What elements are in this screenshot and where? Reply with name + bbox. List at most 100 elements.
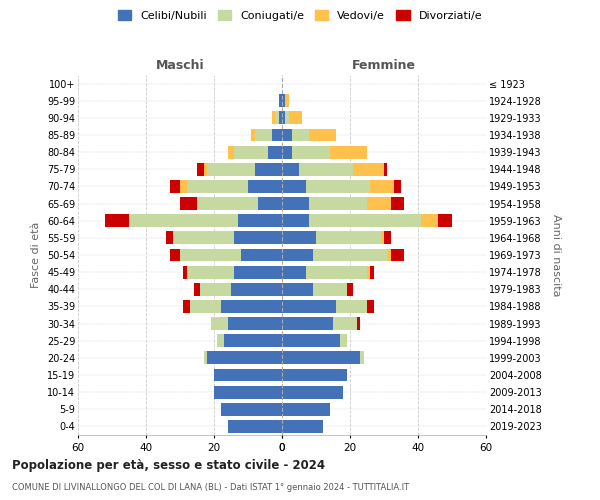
- Bar: [282, 163, 299, 175]
- Bar: [194, 283, 200, 296]
- Bar: [235, 266, 282, 278]
- Bar: [184, 266, 187, 278]
- Bar: [282, 386, 343, 398]
- Legend: Celibi/Nubili, Coniugati/e, Vedovi/e, Divorziati/e: Celibi/Nubili, Coniugati/e, Vedovi/e, Di…: [113, 6, 487, 25]
- Bar: [282, 112, 286, 124]
- Bar: [286, 94, 289, 107]
- Bar: [275, 112, 278, 124]
- Bar: [235, 146, 268, 158]
- Bar: [282, 334, 340, 347]
- Bar: [217, 334, 224, 347]
- Bar: [391, 197, 404, 210]
- Bar: [282, 128, 292, 141]
- Bar: [337, 300, 367, 313]
- Bar: [313, 248, 388, 262]
- Bar: [282, 197, 309, 210]
- Bar: [129, 214, 238, 227]
- Bar: [227, 146, 235, 158]
- Bar: [251, 128, 255, 141]
- Bar: [384, 232, 391, 244]
- Bar: [227, 317, 282, 330]
- Bar: [282, 283, 313, 296]
- Bar: [224, 334, 282, 347]
- Bar: [241, 248, 282, 262]
- Bar: [282, 266, 306, 278]
- Bar: [187, 266, 235, 278]
- Bar: [180, 180, 187, 193]
- Bar: [258, 197, 282, 210]
- Bar: [333, 317, 357, 330]
- Bar: [180, 248, 241, 262]
- Bar: [211, 317, 227, 330]
- Bar: [248, 180, 282, 193]
- Bar: [367, 266, 370, 278]
- Bar: [282, 180, 306, 193]
- Bar: [282, 368, 347, 382]
- Text: Popolazione per età, sesso e stato civile - 2024: Popolazione per età, sesso e stato civil…: [12, 460, 325, 472]
- Bar: [272, 112, 275, 124]
- Bar: [347, 283, 353, 296]
- Bar: [282, 248, 313, 262]
- Bar: [286, 112, 289, 124]
- Bar: [170, 248, 180, 262]
- Bar: [187, 180, 248, 193]
- Bar: [282, 420, 323, 433]
- Bar: [255, 128, 272, 141]
- Bar: [329, 146, 367, 158]
- Bar: [360, 352, 364, 364]
- Bar: [207, 352, 282, 364]
- Bar: [221, 300, 282, 313]
- Bar: [197, 163, 204, 175]
- Bar: [282, 403, 329, 415]
- Title: Femmine: Femmine: [352, 60, 416, 72]
- Bar: [421, 214, 439, 227]
- Bar: [231, 283, 282, 296]
- Bar: [380, 232, 384, 244]
- Bar: [166, 232, 173, 244]
- Bar: [439, 214, 452, 227]
- Bar: [357, 317, 360, 330]
- Bar: [282, 352, 360, 364]
- Bar: [170, 180, 180, 193]
- Bar: [255, 163, 282, 175]
- Bar: [227, 420, 282, 433]
- Y-axis label: Fasce di età: Fasce di età: [31, 222, 41, 288]
- Bar: [282, 300, 337, 313]
- Bar: [200, 283, 231, 296]
- Bar: [207, 163, 255, 175]
- Bar: [204, 163, 207, 175]
- Bar: [272, 128, 282, 141]
- Bar: [370, 180, 394, 193]
- Bar: [316, 232, 380, 244]
- Bar: [190, 300, 221, 313]
- Bar: [197, 197, 258, 210]
- Bar: [238, 214, 282, 227]
- Bar: [204, 352, 207, 364]
- Bar: [268, 146, 282, 158]
- Bar: [289, 112, 302, 124]
- Y-axis label: Anni di nascita: Anni di nascita: [551, 214, 561, 296]
- Bar: [180, 197, 197, 210]
- Bar: [282, 94, 286, 107]
- Bar: [282, 146, 292, 158]
- Bar: [184, 300, 190, 313]
- Bar: [299, 163, 353, 175]
- Bar: [235, 232, 282, 244]
- Bar: [306, 266, 367, 278]
- Bar: [105, 214, 129, 227]
- Bar: [282, 317, 333, 330]
- Bar: [306, 180, 370, 193]
- Bar: [394, 180, 401, 193]
- Bar: [292, 128, 309, 141]
- Bar: [388, 248, 391, 262]
- Bar: [292, 146, 329, 158]
- Bar: [282, 214, 309, 227]
- Bar: [370, 266, 374, 278]
- Bar: [367, 300, 374, 313]
- Bar: [313, 283, 347, 296]
- Bar: [221, 403, 282, 415]
- Bar: [384, 163, 388, 175]
- Text: COMUNE DI LIVINALLONGO DEL COL DI LANA (BL) - Dati ISTAT 1° gennaio 2024 - TUTTI: COMUNE DI LIVINALLONGO DEL COL DI LANA (…: [12, 484, 409, 492]
- Bar: [309, 214, 421, 227]
- Bar: [214, 368, 282, 382]
